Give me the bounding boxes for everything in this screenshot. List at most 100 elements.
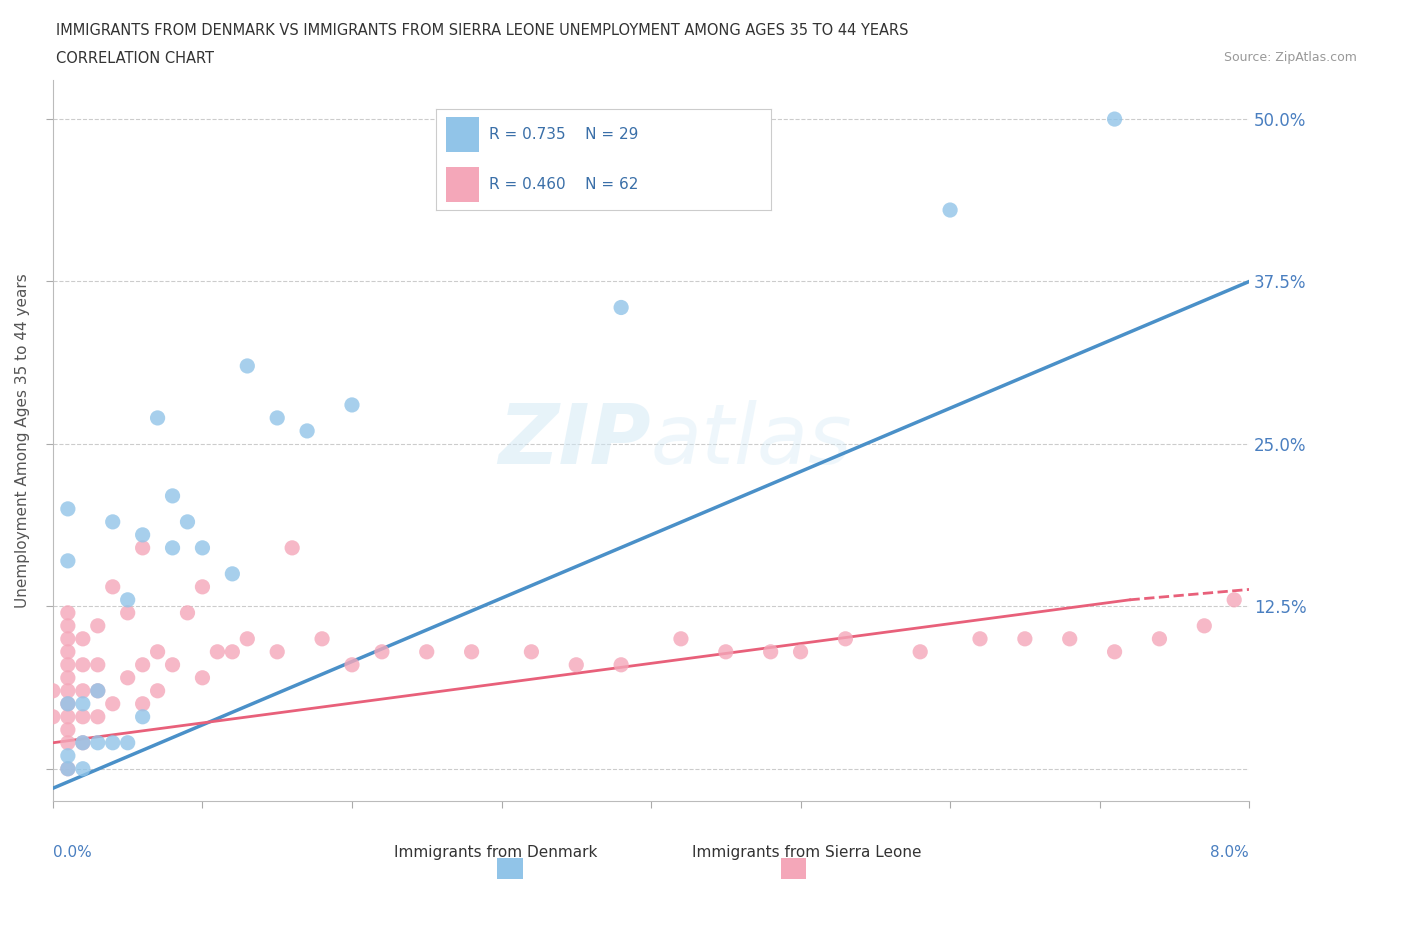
Point bbox=[56, 644, 79, 659]
Point bbox=[176, 514, 198, 529]
Point bbox=[162, 658, 184, 672]
Point bbox=[72, 762, 94, 777]
Point bbox=[1149, 631, 1171, 646]
Point bbox=[371, 644, 394, 659]
Text: 0.0%: 0.0% bbox=[53, 844, 91, 859]
Point bbox=[56, 671, 79, 685]
Point bbox=[266, 410, 288, 425]
Point bbox=[56, 605, 79, 620]
Point bbox=[72, 736, 94, 751]
Point bbox=[101, 514, 124, 529]
Point bbox=[266, 644, 288, 659]
Point bbox=[789, 644, 811, 659]
Point bbox=[191, 540, 214, 555]
Point bbox=[101, 697, 124, 711]
Point bbox=[221, 644, 243, 659]
Text: CORRELATION CHART: CORRELATION CHART bbox=[56, 51, 214, 66]
Point bbox=[56, 631, 79, 646]
Point bbox=[460, 644, 482, 659]
Point bbox=[72, 710, 94, 724]
Point bbox=[669, 631, 692, 646]
Point bbox=[908, 644, 931, 659]
Point bbox=[520, 644, 543, 659]
Point bbox=[1104, 644, 1126, 659]
Point bbox=[311, 631, 333, 646]
Point bbox=[1059, 631, 1081, 646]
Point bbox=[42, 684, 65, 698]
Point bbox=[87, 736, 110, 751]
Point bbox=[834, 631, 856, 646]
Point bbox=[42, 710, 65, 724]
Y-axis label: Unemployment Among Ages 35 to 44 years: Unemployment Among Ages 35 to 44 years bbox=[15, 273, 30, 608]
Point bbox=[117, 592, 139, 607]
Point bbox=[56, 710, 79, 724]
Point bbox=[610, 658, 633, 672]
Point bbox=[1014, 631, 1036, 646]
Point bbox=[131, 527, 153, 542]
Point bbox=[416, 644, 439, 659]
Point bbox=[340, 658, 363, 672]
Point bbox=[295, 423, 318, 438]
Point bbox=[72, 736, 94, 751]
Point bbox=[72, 658, 94, 672]
Point bbox=[131, 658, 153, 672]
Point bbox=[714, 644, 737, 659]
Point bbox=[131, 540, 153, 555]
Point bbox=[969, 631, 991, 646]
Point bbox=[146, 644, 169, 659]
Text: IMMIGRANTS FROM DENMARK VS IMMIGRANTS FROM SIERRA LEONE UNEMPLOYMENT AMONG AGES : IMMIGRANTS FROM DENMARK VS IMMIGRANTS FR… bbox=[56, 23, 908, 38]
Text: Immigrants from Denmark: Immigrants from Denmark bbox=[394, 844, 598, 859]
Point bbox=[117, 605, 139, 620]
Point bbox=[56, 749, 79, 764]
Point bbox=[87, 710, 110, 724]
Point bbox=[117, 736, 139, 751]
Point bbox=[162, 488, 184, 503]
Point bbox=[101, 736, 124, 751]
Point bbox=[72, 631, 94, 646]
Point bbox=[162, 540, 184, 555]
Point bbox=[72, 697, 94, 711]
Point bbox=[191, 671, 214, 685]
Point bbox=[56, 762, 79, 777]
Point bbox=[56, 736, 79, 751]
Point bbox=[56, 723, 79, 737]
Text: Source: ZipAtlas.com: Source: ZipAtlas.com bbox=[1223, 51, 1357, 64]
Point bbox=[131, 697, 153, 711]
Point bbox=[56, 501, 79, 516]
Point bbox=[131, 710, 153, 724]
Point bbox=[191, 579, 214, 594]
Point bbox=[565, 658, 588, 672]
Text: Immigrants from Sierra Leone: Immigrants from Sierra Leone bbox=[692, 844, 921, 859]
Point bbox=[221, 566, 243, 581]
Point bbox=[146, 410, 169, 425]
Point bbox=[56, 697, 79, 711]
Point bbox=[56, 684, 79, 698]
Point bbox=[56, 553, 79, 568]
Point bbox=[176, 605, 198, 620]
Point bbox=[56, 697, 79, 711]
Point bbox=[236, 358, 259, 373]
Point bbox=[610, 300, 633, 315]
Point bbox=[939, 203, 962, 218]
Point bbox=[1194, 618, 1216, 633]
Point bbox=[87, 684, 110, 698]
Point bbox=[281, 540, 304, 555]
Text: ZIP: ZIP bbox=[498, 400, 651, 481]
Point bbox=[56, 762, 79, 777]
Point bbox=[207, 644, 229, 659]
Point bbox=[56, 658, 79, 672]
Point bbox=[236, 631, 259, 646]
Point bbox=[87, 618, 110, 633]
Point bbox=[101, 579, 124, 594]
Point bbox=[1104, 112, 1126, 126]
Point bbox=[340, 397, 363, 412]
Text: atlas: atlas bbox=[651, 400, 852, 481]
Text: 8.0%: 8.0% bbox=[1211, 844, 1249, 859]
Point bbox=[117, 671, 139, 685]
Point bbox=[56, 618, 79, 633]
Point bbox=[87, 658, 110, 672]
Point bbox=[759, 644, 782, 659]
Point bbox=[1223, 592, 1246, 607]
Point bbox=[72, 684, 94, 698]
Point bbox=[87, 684, 110, 698]
